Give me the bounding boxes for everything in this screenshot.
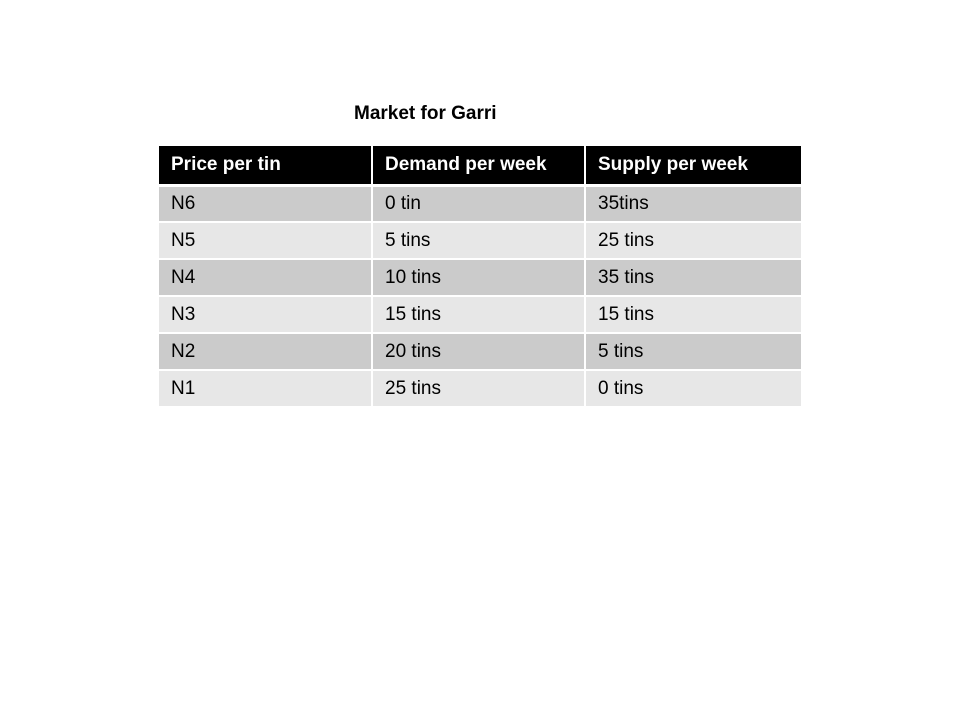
slide-title: Market for Garri — [354, 103, 497, 124]
cell-demand: 15 tins — [372, 296, 586, 334]
cell-price: N1 — [159, 370, 373, 408]
cell-price: N2 — [159, 333, 373, 371]
header-price: Price per tin — [159, 146, 373, 187]
cell-price: N3 — [159, 296, 373, 334]
cell-supply: 0 tins — [585, 370, 801, 408]
market-table: Price per tin Demand per week Supply per… — [159, 146, 801, 408]
cell-supply: 25 tins — [585, 222, 801, 260]
cell-supply: 15 tins — [585, 296, 801, 334]
cell-supply: 5 tins — [585, 333, 801, 371]
cell-demand: 10 tins — [372, 259, 586, 297]
table-header-row: Price per tin Demand per week Supply per… — [159, 146, 801, 187]
header-demand: Demand per week — [372, 146, 586, 187]
cell-supply: 35 tins — [585, 259, 801, 297]
cell-price: N4 — [159, 259, 373, 297]
cell-demand: 20 tins — [372, 333, 586, 371]
cell-demand: 0 tin — [372, 185, 586, 223]
cell-price: N6 — [159, 185, 373, 223]
table-row: N6 0 tin 35tins — [159, 185, 801, 223]
table-row: N3 15 tins 15 tins — [159, 296, 801, 334]
cell-demand: 5 tins — [372, 222, 586, 260]
table-row: N4 10 tins 35 tins — [159, 259, 801, 297]
cell-demand: 25 tins — [372, 370, 586, 408]
cell-price: N5 — [159, 222, 373, 260]
header-supply: Supply per week — [585, 146, 801, 187]
cell-supply: 35tins — [585, 185, 801, 223]
table-row: N1 25 tins 0 tins — [159, 370, 801, 408]
table-row: N2 20 tins 5 tins — [159, 333, 801, 371]
table-row: N5 5 tins 25 tins — [159, 222, 801, 260]
